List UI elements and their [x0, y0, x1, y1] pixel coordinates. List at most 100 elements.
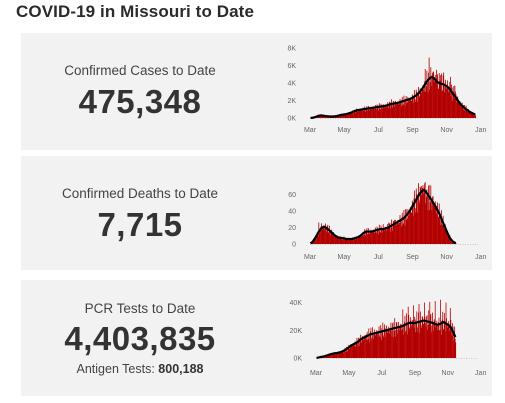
daily-bar	[411, 326, 412, 358]
daily-bar	[424, 182, 426, 244]
daily-bar	[315, 237, 316, 244]
daily-bar	[326, 226, 328, 244]
daily-bar	[321, 229, 323, 244]
daily-bar	[438, 317, 440, 358]
daily-bar	[440, 80, 442, 118]
daily-bar	[382, 322, 384, 358]
daily-bar	[467, 108, 469, 118]
daily-bar	[475, 115, 477, 118]
antigen-tests-label: Antigen Tests:	[76, 362, 155, 376]
daily-bar	[424, 69, 426, 118]
daily-bar	[386, 230, 387, 244]
daily-bar	[429, 201, 431, 244]
daily-bar	[327, 355, 329, 358]
daily-bar	[461, 105, 463, 118]
daily-bar	[387, 105, 389, 118]
daily-bar	[424, 183, 426, 244]
daily-bar	[420, 187, 422, 244]
x-tick-label: Mar	[310, 370, 323, 377]
daily-bar	[352, 237, 353, 244]
daily-bar	[421, 91, 423, 118]
daily-bar	[331, 355, 333, 358]
daily-bar	[472, 112, 474, 118]
daily-bar	[412, 320, 413, 358]
daily-bar	[390, 108, 391, 118]
daily-bar	[432, 196, 434, 244]
daily-bar	[429, 89, 431, 118]
daily-bar	[325, 223, 326, 244]
daily-bar	[375, 335, 377, 358]
daily-bar	[346, 347, 348, 358]
daily-bar	[374, 230, 376, 244]
daily-bar	[329, 230, 331, 244]
daily-bar	[347, 347, 349, 358]
daily-bar	[353, 113, 354, 118]
daily-bar	[340, 351, 342, 358]
daily-bar	[391, 104, 393, 118]
daily-bar	[386, 228, 388, 244]
daily-bar	[454, 326, 456, 358]
daily-bar	[395, 103, 397, 118]
daily-bar	[398, 104, 400, 118]
daily-bar	[370, 229, 372, 244]
daily-bar	[354, 237, 356, 244]
daily-bar	[379, 335, 380, 358]
daily-bar	[373, 109, 375, 118]
daily-bar	[367, 110, 369, 118]
daily-bar	[425, 323, 426, 358]
daily-bar	[373, 231, 375, 244]
daily-bar	[392, 230, 394, 244]
daily-bar	[339, 353, 341, 358]
daily-bar	[472, 114, 474, 118]
daily-bar	[363, 339, 365, 358]
daily-bar	[355, 108, 357, 118]
daily-bar	[395, 100, 396, 118]
daily-bar	[404, 322, 405, 358]
daily-bar	[397, 220, 399, 244]
daily-bar	[382, 106, 384, 118]
daily-bar	[406, 102, 408, 118]
daily-bar	[367, 234, 368, 244]
daily-bar	[317, 236, 319, 244]
daily-bar	[341, 236, 343, 244]
y-tick-label: 4K	[287, 81, 296, 88]
daily-bar	[420, 311, 422, 358]
daily-bar	[349, 348, 351, 358]
daily-bar	[403, 334, 405, 358]
x-tick-label: Jan	[475, 254, 486, 261]
daily-bar	[328, 231, 330, 244]
daily-bar	[462, 106, 464, 118]
pcr-tests-panel: PCR Tests to Date 4,403,835 Antigen Test…	[21, 280, 492, 396]
daily-bar	[439, 75, 441, 118]
daily-bar	[346, 239, 348, 244]
daily-bar	[435, 323, 437, 358]
daily-bar	[424, 316, 426, 358]
daily-bar	[406, 218, 408, 244]
daily-bar	[359, 109, 361, 118]
daily-bar	[328, 354, 330, 358]
daily-bar	[317, 116, 319, 118]
daily-bar	[357, 109, 359, 118]
daily-bar	[348, 113, 350, 118]
daily-bar	[397, 220, 399, 244]
daily-bar	[342, 240, 344, 244]
daily-bar	[446, 85, 448, 118]
daily-bar	[449, 308, 451, 358]
daily-bar	[365, 235, 367, 244]
daily-bar	[332, 353, 333, 358]
daily-bar	[335, 354, 337, 358]
daily-bar	[357, 346, 359, 358]
daily-bar	[411, 200, 413, 244]
daily-bar	[414, 316, 416, 358]
daily-bar	[415, 188, 417, 244]
daily-bar	[369, 107, 371, 118]
daily-bar	[434, 319, 436, 358]
daily-bar	[358, 337, 360, 358]
daily-bar	[355, 346, 357, 358]
daily-bar	[447, 324, 449, 358]
daily-bar	[397, 329, 399, 358]
daily-bar	[381, 330, 383, 358]
daily-bar	[386, 330, 388, 358]
daily-bar	[324, 229, 325, 244]
daily-bar	[352, 112, 354, 118]
